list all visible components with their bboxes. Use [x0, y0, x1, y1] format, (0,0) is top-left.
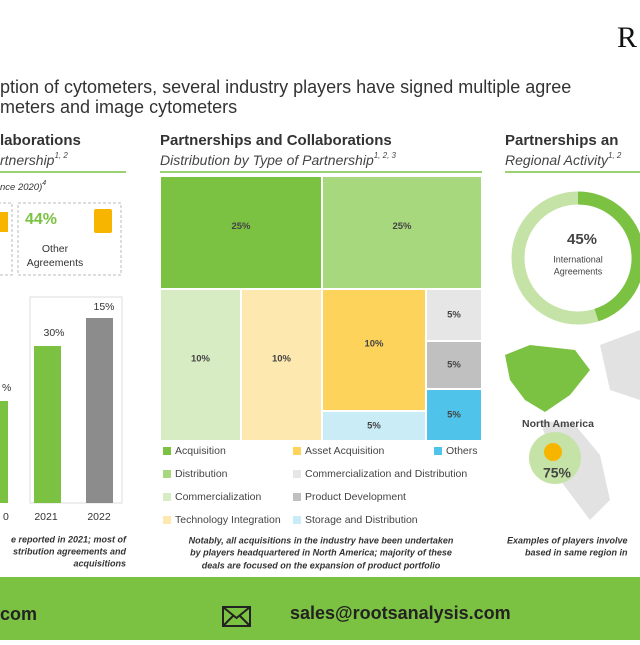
legend-swatch	[163, 447, 171, 455]
panel-subtitle: Regional Activity1, 2	[505, 151, 622, 168]
stat-box	[17, 202, 122, 276]
note: deals are focused on the expansion of pr…	[202, 560, 441, 570]
subtitle-text: Regional Activity	[505, 152, 609, 168]
donut-value: 45%	[567, 231, 597, 248]
donut-segment	[577, 191, 640, 322]
footer-band	[0, 577, 640, 640]
region-value: 75%	[543, 465, 572, 481]
stat-label: Other	[42, 243, 69, 255]
bar-label: %	[2, 382, 11, 394]
note: Examples of players involve	[507, 535, 628, 545]
legend-label: Technology Integration	[175, 514, 281, 526]
bar	[86, 318, 113, 503]
subtitle-text: rtnership	[0, 152, 55, 168]
note: acquisitions	[73, 558, 126, 568]
legend-label: Distribution	[175, 468, 228, 480]
superscript: 1, 2	[54, 151, 68, 160]
note: e reported in 2021; most of	[11, 534, 127, 544]
legend-label: Asset Acquisition	[305, 445, 385, 457]
legend-label: Commercialization	[175, 491, 262, 503]
legend-swatch	[293, 493, 301, 501]
axis-label: 2022	[87, 511, 111, 523]
treemap-cell	[159, 288, 242, 442]
subtitle-text: Distribution by Type of Partnership	[160, 152, 374, 168]
stat-value: 44%	[25, 211, 57, 228]
legend: Acquisition Distribution Commercialization…	[163, 445, 478, 526]
legend-label: Storage and Distribution	[305, 514, 418, 526]
treemap-cell	[159, 175, 323, 290]
cell-label: 5%	[447, 410, 461, 421]
panel-title: laborations	[0, 132, 81, 149]
note: based in same region in	[525, 547, 628, 557]
email-icon	[222, 606, 251, 627]
superscript: 4	[42, 180, 46, 187]
treemap-cell	[321, 288, 427, 412]
legend-label: Acquisition	[175, 445, 226, 457]
panel-subtitle: rtnership1, 2	[0, 151, 68, 168]
icon	[544, 443, 562, 461]
cell-label: 10%	[364, 339, 384, 350]
donut-label: Agreements	[554, 266, 603, 276]
cell-label: 10%	[272, 354, 292, 365]
legend-swatch	[163, 493, 171, 501]
treemap: 25% 25% 10% 10% 10% 5% 5% 5% 5%	[159, 175, 483, 442]
legend-label: Product Development	[305, 491, 406, 503]
panel-title: Partnerships and Collaborations	[160, 132, 392, 149]
legend-swatch	[293, 470, 301, 478]
icon	[0, 212, 8, 232]
note: stribution agreements and	[13, 546, 127, 556]
legend-swatch	[293, 516, 301, 524]
legend-swatch	[293, 447, 301, 455]
cell-label: 10%	[191, 354, 211, 365]
legend-swatch	[163, 516, 171, 524]
cell-label: 5%	[447, 310, 461, 321]
period: nce 2020)4	[0, 180, 46, 193]
legend-label: Commercialization and Distribution	[305, 468, 467, 480]
logo: R	[617, 21, 637, 54]
email[interactable]: sales@rootsanalysis.com	[290, 603, 511, 623]
bar	[34, 346, 61, 503]
cell-label: 25%	[392, 221, 412, 232]
period-text: nce 2020)	[0, 182, 42, 193]
region-label: North America	[522, 418, 594, 430]
legend-swatch	[434, 447, 442, 455]
map-region	[600, 330, 640, 400]
axis-label: 2021	[34, 511, 58, 523]
bar-frame	[29, 296, 123, 504]
legend-label: Others	[446, 445, 478, 457]
cell-label: 5%	[367, 421, 381, 432]
axis-label: 0	[3, 511, 9, 523]
donut-label: International	[553, 254, 603, 264]
treemap-cell	[425, 388, 483, 442]
stat-label: Agreements	[27, 257, 84, 269]
panel-subtitle: Distribution by Type of Partnership1, 2,…	[160, 151, 397, 168]
cell-label: 25%	[231, 221, 251, 232]
bar-label: 30%	[43, 327, 64, 339]
note: Notably, all acquisitions in the industr…	[189, 535, 454, 545]
icon	[94, 209, 112, 233]
header-line: ption of cytometers, several industry pl…	[0, 77, 571, 97]
panel-title: Partnerships an	[505, 132, 618, 149]
superscript: 1, 2, 3	[374, 151, 397, 160]
bar-label: 15%	[93, 301, 114, 313]
cell-label: 5%	[447, 360, 461, 371]
superscript: 1, 2	[608, 151, 622, 160]
treemap-cell	[425, 340, 483, 390]
treemap-cell	[240, 288, 323, 442]
treemap-cell	[321, 175, 483, 290]
legend-swatch	[163, 470, 171, 478]
bar	[0, 401, 8, 503]
website[interactable]: com	[0, 604, 37, 624]
header-line: meters and image cytometers	[0, 97, 237, 117]
note: by players headquartered in North Americ…	[190, 547, 452, 557]
map-region	[505, 345, 590, 412]
stat-box	[0, 202, 13, 276]
